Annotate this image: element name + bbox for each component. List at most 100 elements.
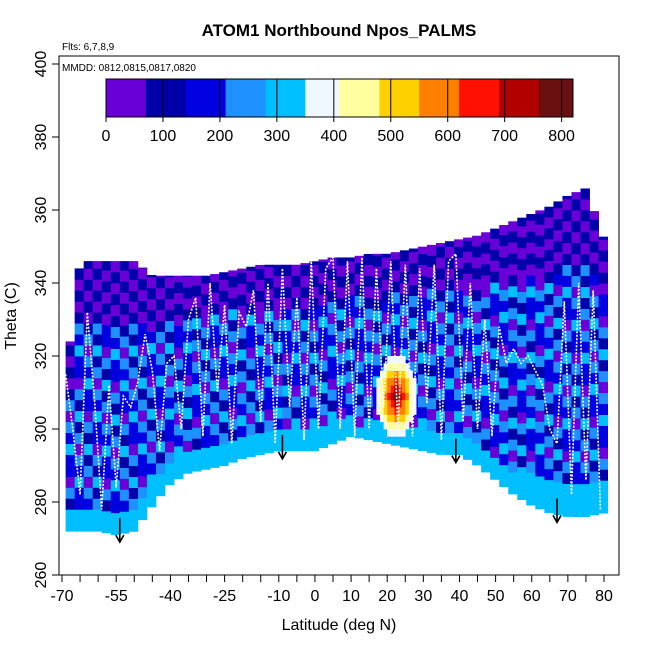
field-cell (562, 439, 572, 452)
hotspot-cell (390, 370, 395, 379)
field-cell (92, 290, 103, 302)
colorbar-segment (248, 79, 255, 117)
field-cell (499, 322, 509, 334)
field-cell (580, 352, 590, 364)
field-cell (372, 253, 383, 256)
field-cell (74, 509, 85, 521)
field-cell (508, 296, 518, 309)
field-cell (454, 366, 464, 379)
field-cell (571, 308, 581, 320)
field-cell (282, 308, 292, 320)
field-cell (336, 265, 347, 277)
field-cell (435, 243, 446, 247)
colorbar-segment (567, 79, 574, 117)
field-cell (128, 334, 139, 346)
field-cell (164, 386, 175, 398)
field-cell (589, 416, 599, 428)
field-cell (164, 408, 175, 420)
field-cell (327, 356, 338, 368)
field-cell (562, 319, 572, 331)
field-cell (318, 381, 328, 394)
field-cell (381, 279, 392, 291)
field-cell (246, 281, 256, 293)
field-cell (237, 349, 247, 361)
field-cell (363, 286, 374, 298)
field-cell (435, 333, 446, 346)
colorbar-segment (305, 79, 312, 117)
field-cell (589, 383, 599, 395)
field-cell (137, 311, 148, 323)
field-cell (463, 382, 473, 395)
field-cell (137, 475, 148, 488)
field-cell (92, 312, 103, 324)
field-cell (183, 418, 193, 430)
field-cell (345, 272, 356, 284)
field-cell (372, 266, 383, 278)
colorbar-segment (504, 79, 511, 117)
field-cell (164, 331, 175, 343)
field-cell (83, 454, 94, 466)
field-cell (83, 443, 94, 455)
field-cell (300, 385, 310, 397)
field-cell (137, 344, 148, 356)
field-cell (119, 456, 130, 468)
field-cell (426, 343, 437, 355)
field-cell (318, 283, 328, 295)
hotspot-cell (408, 385, 413, 393)
field-cell (83, 279, 94, 291)
field-cell (92, 465, 103, 477)
field-cell (219, 367, 229, 379)
field-cell (408, 284, 419, 296)
field-cell (372, 419, 383, 432)
field-cell (174, 281, 184, 294)
field-cell (164, 276, 175, 289)
field-cell (110, 261, 121, 273)
colorbar-segment (413, 79, 420, 117)
field-cell (309, 418, 319, 430)
field-cell (300, 341, 310, 353)
field-cell (589, 493, 599, 505)
field-cell (463, 360, 473, 373)
field-cell (490, 337, 500, 349)
field-cell (562, 395, 572, 408)
field-cell (291, 363, 301, 375)
hotspot-cell (401, 429, 406, 437)
field-cell (155, 484, 166, 497)
field-cell (174, 456, 184, 469)
field-cell (417, 395, 428, 408)
field-cell (499, 453, 509, 466)
field-cell (327, 312, 338, 324)
field-cell (336, 352, 347, 365)
field-cell (354, 339, 365, 351)
field-cell (472, 432, 482, 444)
field-cell (363, 308, 374, 320)
field-cell (381, 322, 392, 335)
field-cell (146, 353, 157, 365)
field-cell (237, 414, 247, 427)
field-cell (228, 319, 238, 332)
field-cell (526, 483, 536, 495)
field-cell (535, 476, 545, 488)
colorbar-tick-label: 500 (377, 128, 404, 145)
field-cell (309, 261, 319, 266)
field-cell (273, 264, 283, 266)
field-cell (246, 336, 256, 348)
field-cell (300, 352, 310, 364)
field-cell (454, 239, 464, 247)
colorbar-segment (470, 79, 477, 117)
field-cell (553, 317, 563, 329)
hotspot-cell (405, 407, 410, 415)
field-cell (282, 407, 292, 419)
field-cell (336, 363, 347, 376)
field-cell (300, 264, 310, 277)
field-cell (535, 224, 545, 236)
field-cell (562, 330, 572, 342)
field-cell (92, 454, 103, 466)
field-cell (309, 396, 319, 408)
field-cell (598, 283, 609, 295)
field-cell (237, 425, 247, 438)
field-cell (219, 356, 229, 368)
field-cell (354, 350, 365, 362)
field-cell (201, 283, 211, 295)
field-cell (309, 374, 319, 386)
